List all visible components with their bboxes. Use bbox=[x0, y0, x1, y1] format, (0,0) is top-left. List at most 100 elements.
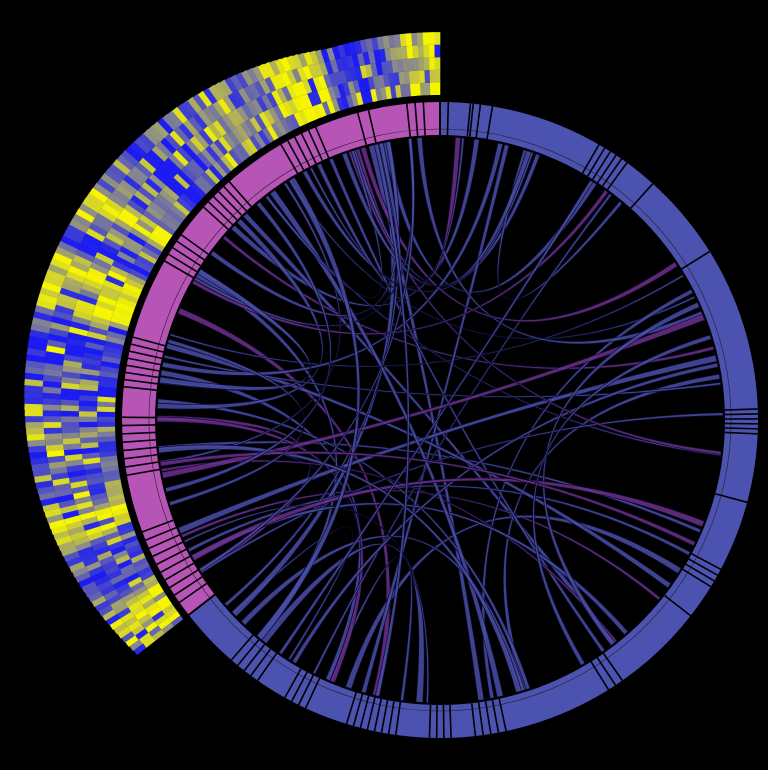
heatmap-cell bbox=[34, 474, 52, 483]
heatmap-cell bbox=[78, 576, 94, 588]
heatmap-cell bbox=[154, 224, 173, 240]
heatmap-cell bbox=[142, 574, 157, 586]
heatmap-cell bbox=[51, 315, 72, 327]
heatmap-cell bbox=[336, 97, 346, 111]
heatmap-cell bbox=[394, 84, 402, 98]
heatmap-cell bbox=[187, 96, 203, 114]
heatmap-cell bbox=[45, 438, 63, 446]
heatmap-cell bbox=[130, 194, 149, 211]
ideogram-tick bbox=[176, 240, 205, 261]
heatmap-cell bbox=[29, 451, 48, 459]
heatmap-cell bbox=[87, 530, 104, 542]
heatmap-cell bbox=[116, 154, 135, 171]
ideogram-tick bbox=[256, 652, 278, 681]
heatmap-cell bbox=[243, 85, 257, 102]
heatmap-cell bbox=[141, 181, 160, 198]
heatmap-cell bbox=[75, 208, 96, 224]
link-ribbon bbox=[161, 142, 504, 376]
heatmap-cell bbox=[279, 117, 292, 134]
ideogram-tick bbox=[126, 364, 160, 372]
heatmap-cell bbox=[434, 32, 441, 45]
heatmap-cell bbox=[121, 149, 139, 167]
heatmap-cell bbox=[86, 330, 107, 341]
heatmap-cell bbox=[32, 468, 51, 477]
heatmap-cell bbox=[331, 98, 341, 113]
heatmap-cell bbox=[228, 148, 243, 166]
ideogram-tick bbox=[592, 151, 612, 180]
heatmap-cell bbox=[429, 69, 436, 83]
heatmap-cell bbox=[102, 609, 117, 622]
heatmap-cell bbox=[69, 320, 90, 332]
heatmap-cell bbox=[113, 306, 134, 318]
ideogram-tick bbox=[145, 526, 177, 541]
heatmap-cell bbox=[377, 74, 386, 88]
heatmap-cell bbox=[101, 284, 121, 297]
ideogram-tick bbox=[724, 431, 758, 435]
heatmap-cell bbox=[106, 535, 123, 546]
ideogram-tick bbox=[681, 250, 711, 270]
ideogram-tick bbox=[132, 336, 166, 347]
heatmap-cell bbox=[77, 243, 98, 258]
heatmap-cell bbox=[418, 57, 425, 71]
heatmap-cell bbox=[24, 372, 44, 381]
heatmap-cell bbox=[60, 410, 79, 417]
heatmap-cell bbox=[282, 100, 294, 117]
heatmap-cell bbox=[71, 485, 89, 495]
heatmap-cell bbox=[194, 132, 210, 149]
heatmap-cell bbox=[176, 146, 193, 163]
link-ribbon bbox=[288, 179, 696, 340]
heatmap-cell bbox=[167, 611, 181, 623]
ideogram-tick bbox=[373, 698, 383, 732]
heatmap-cell bbox=[89, 535, 106, 547]
heatmap-cell bbox=[137, 565, 152, 577]
heatmap-cell bbox=[65, 342, 85, 353]
heatmap-cell bbox=[423, 57, 430, 71]
heatmap-cell bbox=[123, 174, 142, 191]
link-ribbon bbox=[368, 144, 485, 701]
heatmap-cell bbox=[124, 277, 145, 291]
heatmap-cell bbox=[78, 410, 98, 417]
ideogram-tick bbox=[597, 154, 617, 184]
ideogram-tick bbox=[213, 196, 238, 221]
heatmap-cell bbox=[83, 277, 104, 290]
heatmap-cell bbox=[81, 446, 100, 455]
heatmap-cell bbox=[259, 78, 272, 95]
heatmap-cell bbox=[280, 71, 292, 87]
heatmap-cell bbox=[172, 200, 191, 217]
heatmap-cell bbox=[72, 490, 91, 500]
heatmap-cell bbox=[128, 268, 149, 282]
heatmap-cell bbox=[235, 124, 250, 141]
heatmap-cell bbox=[60, 387, 80, 396]
heatmap-cell bbox=[266, 91, 278, 108]
heatmap-cell bbox=[64, 514, 82, 525]
heatmap-cell bbox=[197, 109, 213, 127]
heatmap-cell bbox=[101, 202, 121, 218]
ideogram-tick bbox=[123, 446, 157, 452]
heatmap-cell bbox=[78, 394, 98, 402]
heatmap-cell bbox=[97, 246, 117, 261]
link-ribbon bbox=[167, 338, 305, 507]
link-ribbon bbox=[341, 150, 532, 287]
heatmap-cell bbox=[406, 45, 414, 59]
heatmap-cell bbox=[130, 552, 146, 564]
heatmap-cell bbox=[186, 185, 204, 202]
heatmap-cell bbox=[158, 188, 177, 205]
heatmap-cell bbox=[104, 340, 124, 350]
heatmap-cell bbox=[307, 106, 318, 121]
heatmap-cell bbox=[114, 255, 134, 269]
heatmap-cell bbox=[155, 595, 170, 607]
heatmap-cell bbox=[103, 530, 121, 542]
heatmap-cell bbox=[207, 122, 223, 140]
heatmap-cell bbox=[89, 261, 110, 276]
heatmap-cell bbox=[69, 561, 86, 573]
heatmap-cell bbox=[155, 193, 174, 209]
heatmap-cell bbox=[111, 188, 131, 204]
heatmap-cell bbox=[292, 96, 304, 113]
link-ribbon bbox=[177, 354, 718, 535]
heatmap-cell bbox=[143, 241, 163, 256]
heatmap-cell bbox=[160, 216, 179, 232]
ideogram-tick bbox=[124, 378, 158, 385]
heatmap-cell bbox=[123, 615, 138, 628]
heatmap-cell bbox=[164, 133, 182, 151]
heatmap-cell bbox=[152, 629, 165, 641]
